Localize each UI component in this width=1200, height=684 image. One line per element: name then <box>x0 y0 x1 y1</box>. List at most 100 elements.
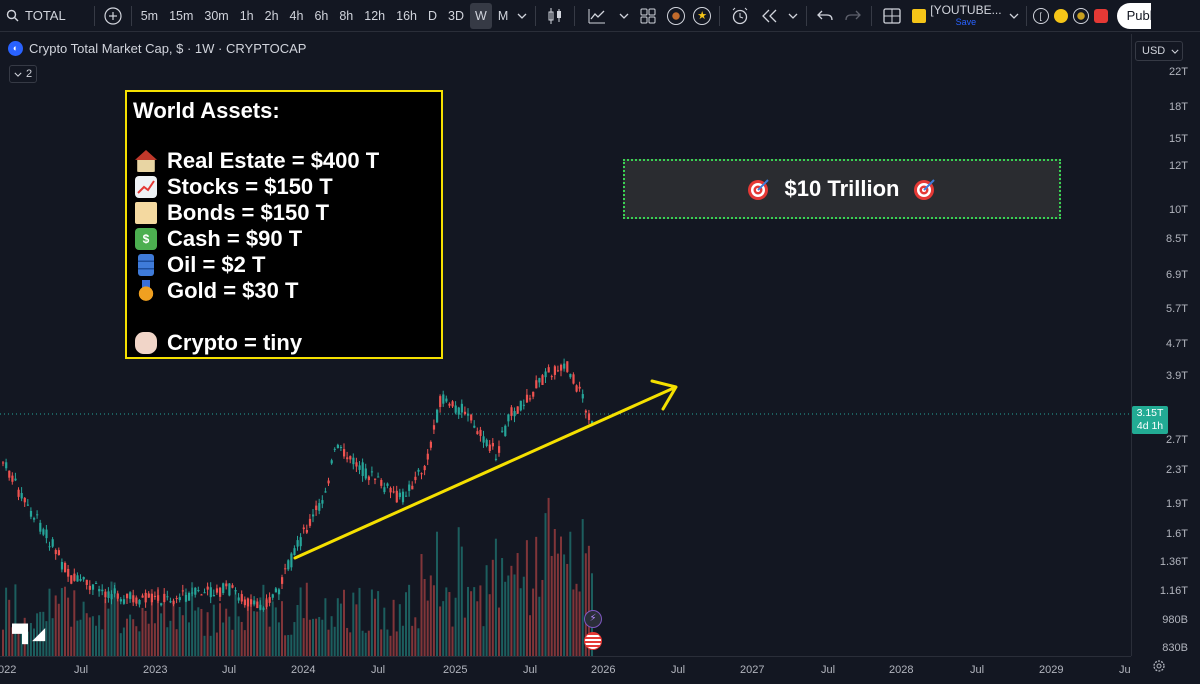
candle-body <box>553 366 556 375</box>
candle-body <box>491 442 494 447</box>
volume-bar <box>135 626 138 656</box>
candle-body <box>85 579 88 585</box>
undo-button[interactable] <box>811 0 839 32</box>
pineapple-button[interactable] <box>1071 0 1091 32</box>
indicators-button[interactable] <box>579 0 615 32</box>
candle-body <box>231 585 234 588</box>
volume-bar <box>467 586 469 656</box>
candle-body <box>395 490 398 503</box>
volume-bar <box>54 595 57 656</box>
currency-button[interactable]: USD <box>1135 41 1183 61</box>
grid-icon <box>640 8 656 23</box>
price-chart[interactable] <box>0 34 1131 656</box>
timeframe-w[interactable]: W <box>470 2 492 29</box>
volume-bar <box>209 635 212 656</box>
chart-type-button[interactable] <box>540 0 570 32</box>
trendline-arrow[interactable] <box>293 379 678 560</box>
timeframe-3d[interactable]: 3D <box>448 8 464 23</box>
volume-bar <box>414 617 417 656</box>
candle-body <box>296 540 299 547</box>
candle-body <box>318 503 321 511</box>
volume-bar <box>26 631 29 656</box>
volume-bar <box>451 626 454 656</box>
time-tick: Jul <box>970 664 985 676</box>
indicators-dropdown[interactable] <box>615 0 633 32</box>
layout-dropdown[interactable] <box>1006 0 1022 32</box>
search-icon <box>6 9 19 22</box>
volume-bar <box>538 596 541 656</box>
timeframe-5m[interactable]: 5m <box>140 8 159 23</box>
candle-body <box>479 429 482 436</box>
candle-body <box>188 592 191 601</box>
publish-button[interactable]: Publ <box>1116 2 1153 29</box>
timeframe-2h[interactable]: 2h <box>264 8 279 23</box>
timeframe-m[interactable]: M <box>497 8 509 23</box>
candle-body <box>560 364 563 371</box>
timeframe-12h[interactable]: 12h <box>364 8 386 23</box>
indicators-icon <box>588 8 606 23</box>
volume-bar <box>116 592 119 656</box>
volume-bar <box>144 610 147 656</box>
replay-button[interactable] <box>756 0 784 32</box>
time-tick: Jul <box>74 664 89 676</box>
heart-button[interactable] <box>1051 0 1071 32</box>
world-assets-box[interactable]: World Assets: Real Estate = $400 T Stock… <box>125 90 443 359</box>
timeframe-8h[interactable]: 8h <box>339 8 354 23</box>
redo-button[interactable] <box>839 0 867 32</box>
stop-icon <box>1093 8 1108 23</box>
record-button[interactable] <box>1091 0 1111 32</box>
tradingview-logo[interactable]: ▀▌◢ <box>12 624 45 644</box>
time-axis[interactable]: 022 Jul 2023 Jul 2024 Jul 2025 Jul 2026 Jul 2027 Ju… <box>0 656 1131 684</box>
timeframe-1h[interactable]: 1h <box>239 8 254 23</box>
favorites-button[interactable]: ★ <box>689 0 715 32</box>
timeframe-4h[interactable]: 4h <box>289 8 304 23</box>
volume-bar <box>98 615 101 656</box>
volume-bar <box>377 591 380 656</box>
replay-dropdown[interactable] <box>784 0 802 32</box>
target-annotation[interactable]: $10 Trillion <box>623 159 1061 219</box>
volume-bar <box>556 553 559 656</box>
chart-legend[interactable]: ◐ Crypto Total Market Cap, $ · 1W · CRYP… <box>8 41 306 56</box>
candle-body <box>448 403 451 406</box>
alert-add-button[interactable] <box>724 0 756 32</box>
candle-body <box>129 592 132 599</box>
candle-body <box>343 449 346 457</box>
event-lightning-icon[interactable]: ⚡ <box>584 610 602 628</box>
candle-body <box>436 409 439 423</box>
candle-body <box>20 493 23 499</box>
candle-body <box>228 583 231 596</box>
alert-button[interactable] <box>663 0 689 32</box>
indicators-collapse[interactable]: 2 <box>9 65 38 83</box>
timeframe-6h[interactable]: 6h <box>314 8 329 23</box>
timeframe-dropdown[interactable] <box>513 0 531 32</box>
asset-text: Real Estate = $400 T <box>167 148 380 173</box>
candle-body <box>414 476 417 481</box>
layout-button[interactable] <box>876 0 908 32</box>
oil-drum-icon <box>138 254 154 276</box>
candle-body <box>293 548 296 556</box>
candle-body <box>429 441 432 448</box>
templates-button[interactable] <box>633 0 663 32</box>
volume-bar <box>172 602 175 656</box>
timeframe-30m[interactable]: 30m <box>204 8 229 23</box>
timeframe-15m[interactable]: 15m <box>169 8 194 23</box>
volume-bar <box>48 588 51 656</box>
bracket-button[interactable]: [ <box>1031 0 1051 32</box>
compare-add-button[interactable] <box>99 0 127 32</box>
candle-body <box>107 591 110 598</box>
axis-settings-button[interactable] <box>1152 659 1166 673</box>
candle-body <box>330 460 333 464</box>
timeframe-d[interactable]: D <box>427 8 438 23</box>
candle-body <box>284 568 287 570</box>
volume-bar <box>584 553 587 656</box>
volume-bar <box>355 604 358 656</box>
symbol-search[interactable]: TOTAL <box>0 0 74 32</box>
volume-bar <box>228 616 231 656</box>
timeframe-16h[interactable]: 16h <box>396 8 417 23</box>
layout-name-button[interactable]: [YOUTUBE... Save <box>908 0 1005 32</box>
volume-bar <box>88 617 91 656</box>
currency-label: USD <box>1142 45 1166 57</box>
price-axis[interactable]: USD 22T 18T 15T 12T 10T 8.5T 6.9T 5.7T 4.7T 3.9T 2… <box>1131 34 1200 656</box>
event-flag-icon[interactable] <box>584 632 602 650</box>
candle-body <box>29 510 33 517</box>
